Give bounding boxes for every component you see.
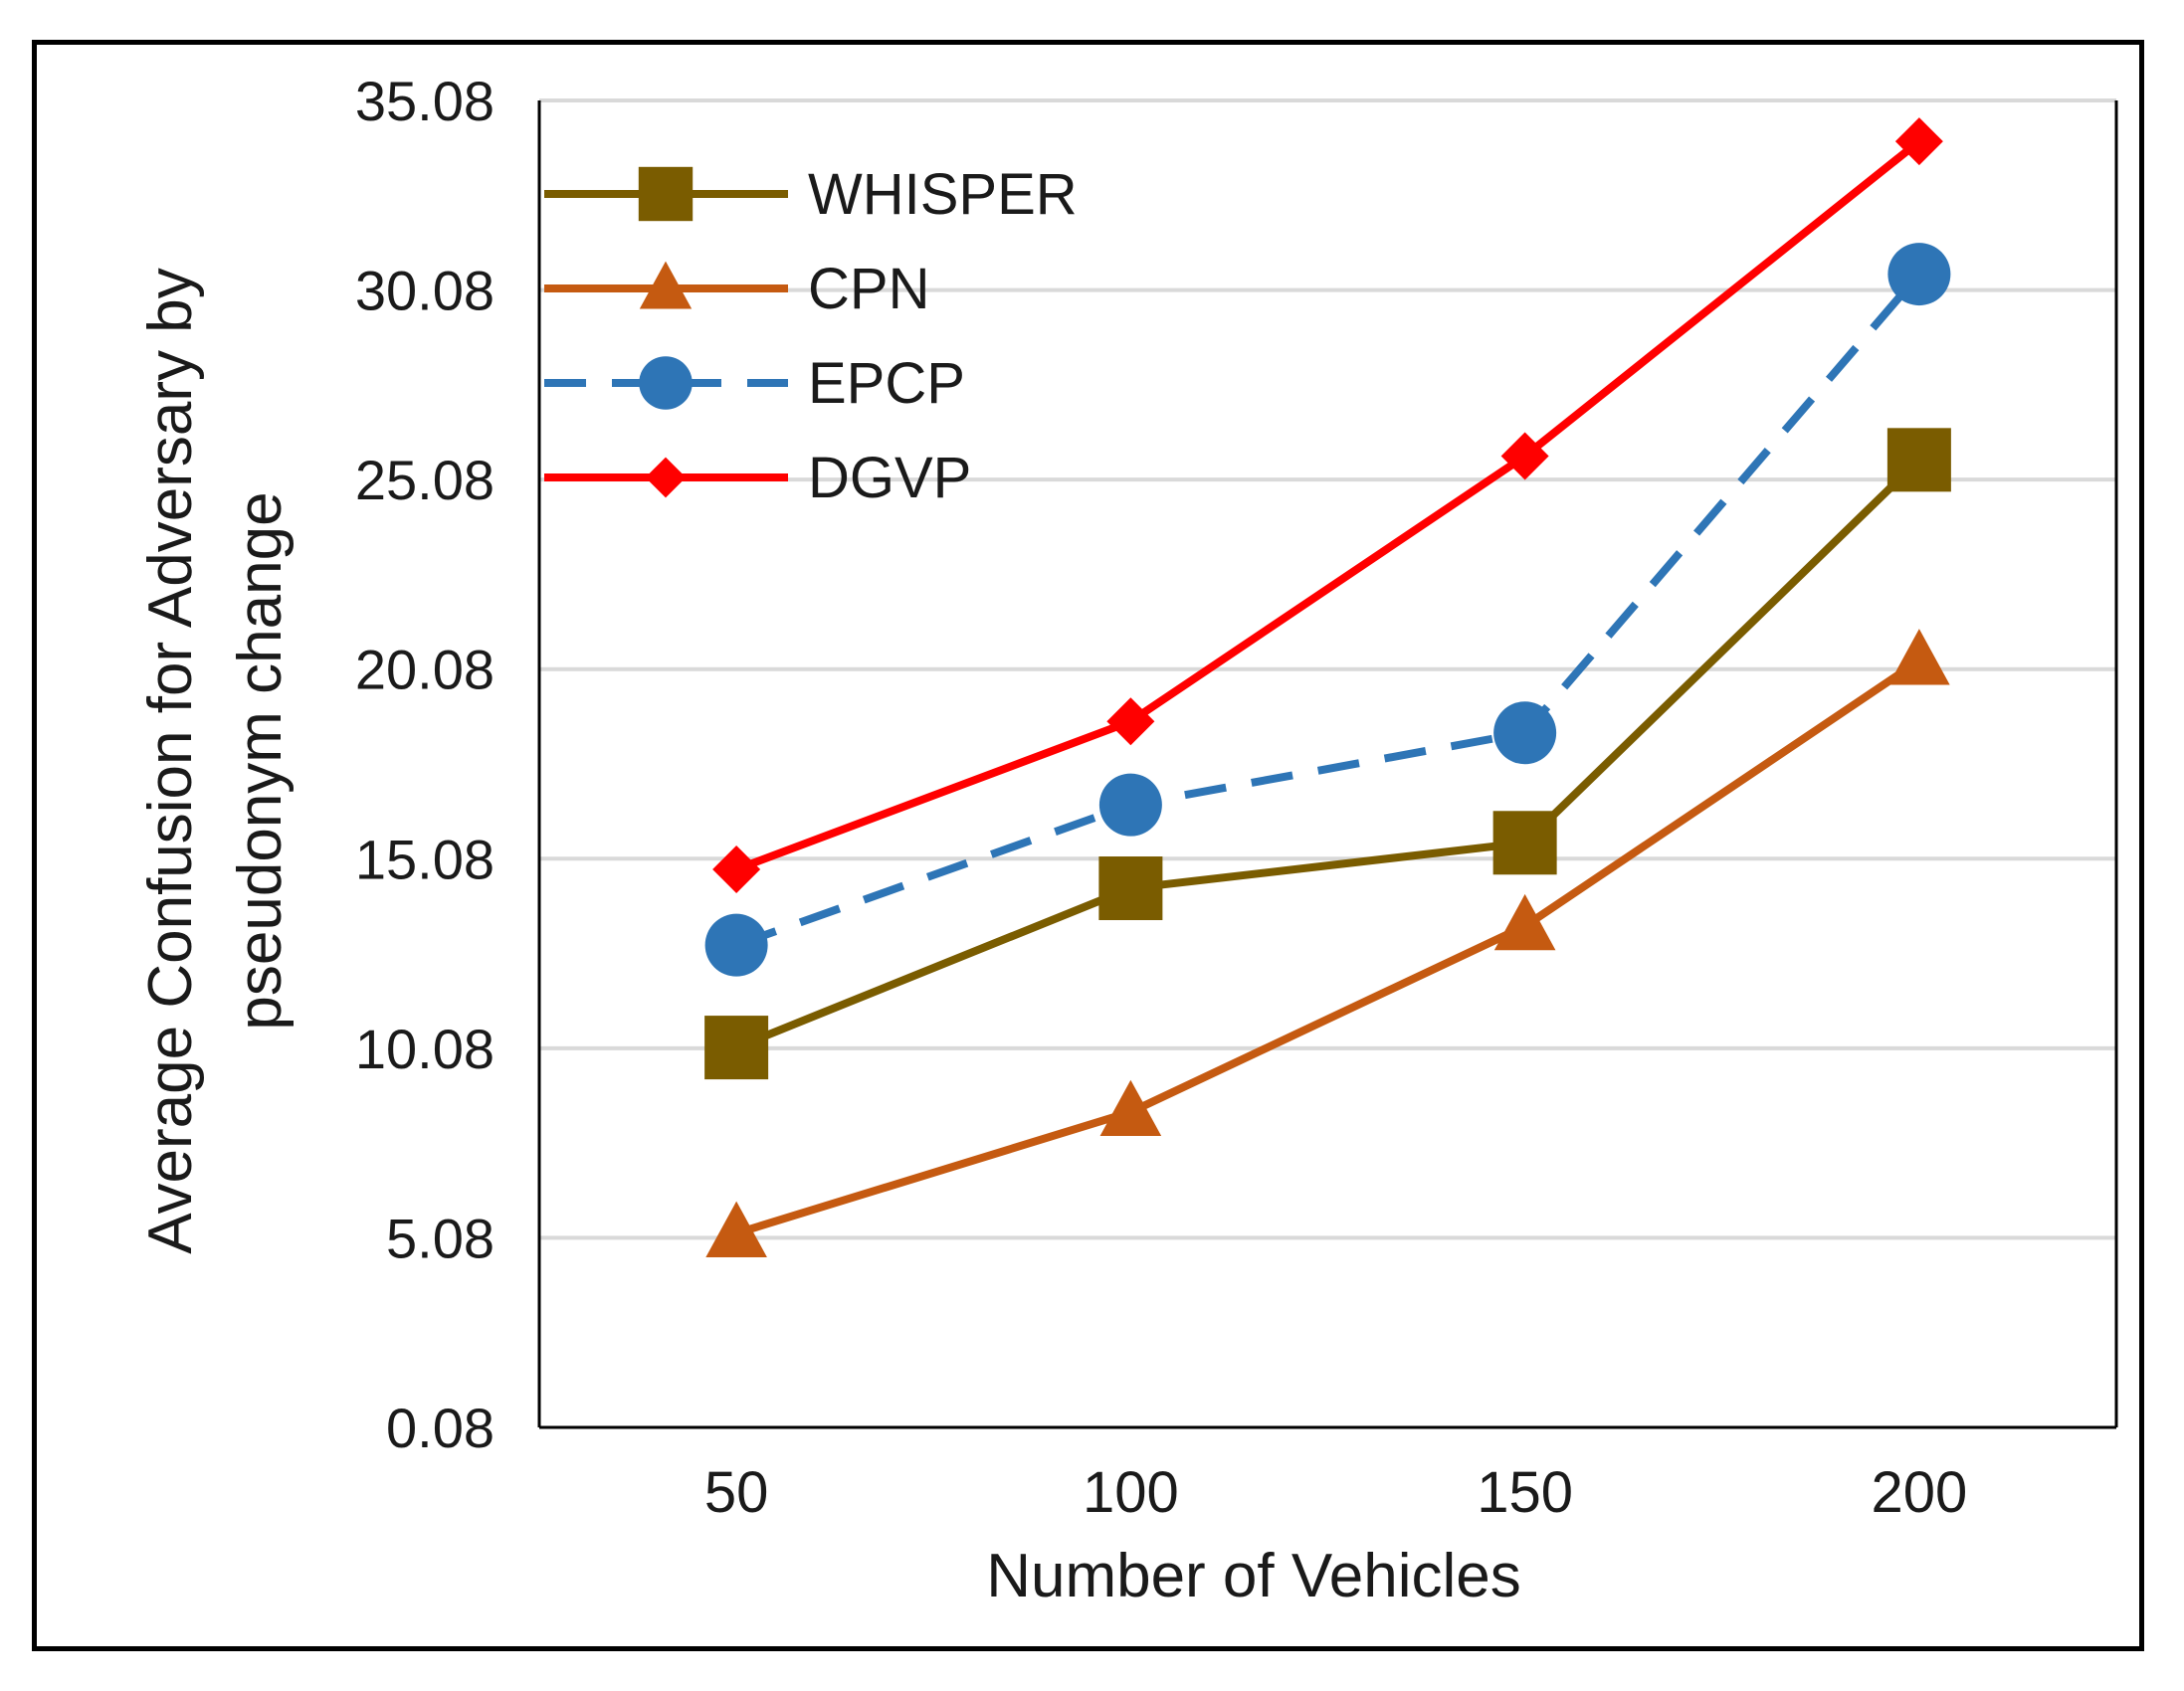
series-line-whisper [734, 457, 1922, 1051]
legend-label-dgvp: DGVP [808, 446, 971, 510]
series-line-cpn [734, 658, 1922, 1237]
data-point-cpn [705, 1201, 767, 1258]
series-dgvp [712, 117, 1943, 893]
data-point-epcp [1887, 243, 1951, 306]
x-tick-label: 150 [1477, 1460, 1573, 1525]
series-epcp [704, 243, 1951, 977]
chart-svg: 0.08 5.08 10.08 15.08 20.08 25.08 30.08 35.08 5… [136, 70, 2118, 1610]
y-tick-label: 20.08 [355, 639, 495, 701]
series-group [704, 117, 1951, 1258]
data-point-cpn [1888, 629, 1950, 685]
legend-marker-dgvp [645, 457, 687, 498]
data-point-epcp [1493, 701, 1557, 765]
data-point-dgvp [712, 845, 761, 893]
y-tick-label: 5.08 [386, 1207, 495, 1269]
y-tick-label: 0.08 [386, 1397, 495, 1459]
legend-marker-whisper [638, 166, 694, 222]
data-point-epcp [704, 913, 768, 977]
legend: WHISPER CPN EPCP DGVP [544, 162, 1078, 510]
y-axis-label-line-1: Average Confusion for Adversary by [136, 268, 205, 1253]
y-axis-label-line-2: pseudonym change [226, 491, 295, 1030]
legend-label-whisper: WHISPER [808, 162, 1078, 227]
y-tick-labels: 0.08 5.08 10.08 15.08 20.08 25.08 30.08 35.08 [355, 70, 495, 1459]
series-line-epcp [734, 271, 1922, 949]
data-point-whisper [1098, 856, 1163, 921]
data-point-epcp [1098, 773, 1162, 837]
legend-item-cpn: CPN [544, 257, 929, 321]
y-tick-label: 25.08 [355, 449, 495, 511]
legend-item-epcp: EPCP [544, 351, 965, 416]
legend-label-cpn: CPN [808, 257, 929, 321]
chart-frame: 0.08 5.08 10.08 15.08 20.08 25.08 30.08 35.08 5… [32, 40, 2144, 1651]
axes [537, 100, 2118, 1429]
y-tick-label: 35.08 [355, 70, 495, 132]
y-tick-label: 10.08 [355, 1018, 495, 1080]
legend-item-dgvp: DGVP [544, 446, 971, 510]
x-axis-label: Number of Vehicles [986, 1542, 1521, 1610]
data-point-dgvp [1500, 432, 1549, 480]
series-line-dgvp [734, 138, 1922, 873]
y-tick-label: 30.08 [355, 260, 495, 322]
series-cpn [705, 629, 1950, 1258]
legend-marker-epcp [639, 356, 693, 410]
data-point-whisper [1492, 811, 1557, 875]
data-point-whisper [704, 1016, 769, 1080]
legend-label-epcp: EPCP [808, 351, 965, 416]
x-tick-label: 200 [1871, 1460, 1967, 1525]
x-tick-label: 50 [704, 1460, 769, 1525]
data-point-whisper [1886, 428, 1951, 492]
data-point-cpn [1493, 893, 1556, 951]
data-point-dgvp [1106, 697, 1155, 746]
y-tick-label: 15.08 [355, 828, 495, 890]
gridlines [539, 98, 2116, 1240]
x-tick-labels: 50 100 150 200 [704, 1460, 1967, 1525]
data-point-cpn [1099, 1079, 1162, 1137]
legend-marker-cpn [639, 261, 693, 309]
x-tick-label: 100 [1083, 1460, 1179, 1525]
series-whisper [704, 428, 1951, 1080]
legend-item-whisper: WHISPER [544, 162, 1078, 227]
